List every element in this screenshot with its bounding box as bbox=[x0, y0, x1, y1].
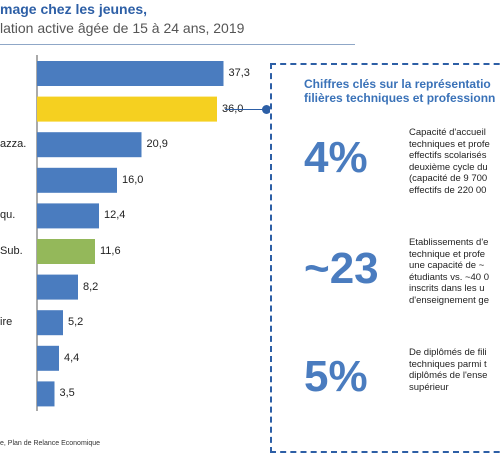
chart-subtitle: lation active âgée de 15 à 24 ans, 2019 bbox=[0, 20, 245, 36]
panel-title: Chiffres clés sur la représentatio filiè… bbox=[304, 77, 495, 105]
category-label: azza. bbox=[0, 138, 27, 151]
key-stat-line: diplômés de l'ense bbox=[409, 370, 488, 381]
category-label: ire bbox=[0, 316, 13, 329]
callout-connector-dot bbox=[262, 105, 271, 114]
key-stat-line: étudiants vs. ~40 0 bbox=[409, 271, 490, 283]
key-stat-3: 5% De diplômés de fili techniques parmi … bbox=[272, 347, 500, 437]
callout-connector-line bbox=[225, 109, 270, 110]
panel-title-line-2: filières techniques et professionn bbox=[304, 91, 496, 105]
bar bbox=[37, 239, 95, 264]
key-stat-line: techniques parmi t bbox=[409, 358, 487, 370]
chart-title: mage chez les jeunes, bbox=[0, 1, 148, 17]
key-stat-value: 4% bbox=[304, 133, 368, 182]
bar-value-label: 36,0 bbox=[222, 102, 244, 115]
key-stat-line: (capacité de 9 700 bbox=[409, 173, 488, 184]
key-stat-line: supérieur bbox=[409, 381, 449, 393]
key-stat-line: d'enseignement ge bbox=[409, 294, 489, 306]
key-figures-panel: Chiffres clés sur la représentatio filiè… bbox=[270, 63, 500, 453]
key-stat-line: techniques et profe bbox=[409, 138, 490, 150]
key-stat-value: 5% bbox=[304, 352, 368, 401]
key-stat-line: De diplômés de fili bbox=[409, 347, 487, 358]
key-stat-2: ~23 Etablissements d'e technique et prof… bbox=[272, 237, 500, 327]
key-stat-line: effectifs scolarisés bbox=[409, 150, 487, 161]
bar bbox=[37, 310, 63, 336]
key-stat-description: Etablissements d'e technique et profe un… bbox=[409, 237, 489, 306]
bar bbox=[37, 203, 99, 229]
bar-value-label: 20,9 bbox=[146, 138, 168, 151]
key-stat-line: technique et profe bbox=[409, 248, 486, 260]
bar bbox=[37, 167, 117, 193]
source-footnote: e, Plan de Relance Economique bbox=[0, 440, 101, 447]
bar bbox=[37, 345, 59, 371]
key-stat-1: 4% Capacité d'accueil techniques et prof… bbox=[272, 125, 500, 215]
key-stat-line: une capacité de ~ bbox=[409, 260, 485, 271]
key-stat-line: inscrits dans les u bbox=[409, 283, 485, 294]
bar-chart bbox=[36, 55, 224, 411]
bar bbox=[37, 132, 142, 158]
bar bbox=[37, 61, 224, 86]
bar bbox=[37, 381, 55, 407]
category-label: qu. bbox=[0, 209, 16, 222]
category-label: Sub. bbox=[0, 245, 23, 257]
bar bbox=[37, 274, 78, 300]
key-stat-line: effectifs de 220 00 bbox=[409, 184, 487, 196]
key-stat-line: deuxième cycle du bbox=[409, 161, 488, 173]
key-stat-description: De diplômés de fili techniques parmi t d… bbox=[409, 347, 487, 393]
bar-value-label: 5,2 bbox=[68, 316, 84, 329]
bar bbox=[37, 96, 217, 122]
key-stat-description: Capacité d'accueil techniques et profe e… bbox=[409, 127, 490, 196]
key-stat-value: ~23 bbox=[304, 244, 379, 293]
bar-value-label: 4,4 bbox=[64, 351, 80, 364]
bar-value-label: 37,3 bbox=[228, 67, 250, 79]
bar-value-label: 11,6 bbox=[100, 245, 121, 257]
key-stat-line: Capacité d'accueil bbox=[409, 127, 486, 138]
title-divider bbox=[0, 44, 355, 45]
bar-value-label: 3,5 bbox=[59, 387, 75, 400]
bar-value-label: 16,0 bbox=[122, 173, 144, 186]
panel-title-line-1: Chiffres clés sur la représentatio bbox=[304, 77, 491, 91]
bar-value-label: 8,2 bbox=[83, 280, 99, 293]
bar-value-label: 12,4 bbox=[104, 209, 126, 222]
key-stat-line: Etablissements d'e bbox=[409, 237, 489, 248]
